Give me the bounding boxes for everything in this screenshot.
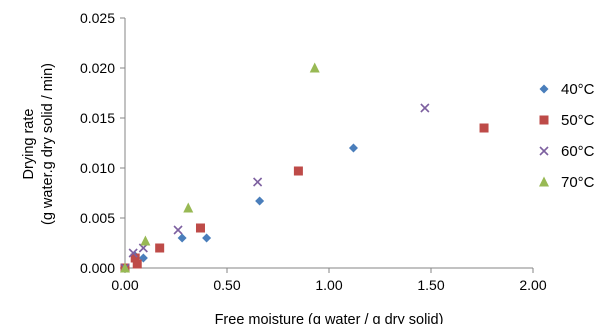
legend-x-icon [539, 146, 549, 156]
y-axis-ticks: 0.000 0.005 0.010 0.015 0.020 0.025 [80, 10, 125, 276]
legend-item: 70°C [539, 174, 595, 191]
diamond-point [255, 196, 265, 206]
diamond-point [177, 233, 187, 243]
x-tick-label: 0.00 [111, 277, 138, 293]
x-tick-label: 2.00 [519, 277, 546, 293]
triangle-point [140, 235, 151, 246]
data-points [120, 62, 489, 273]
y-tick-label: 0.025 [80, 10, 115, 26]
legend: 40°C 50°C 60°C 70°C [539, 81, 595, 191]
x-tick-label: 0.50 [213, 277, 240, 293]
legend-label: 70°C [561, 174, 595, 191]
axes [124, 18, 533, 269]
diamond-point [202, 233, 212, 243]
legend-label: 50°C [561, 112, 595, 129]
legend-square-icon [539, 115, 549, 125]
legend-item: 60°C [539, 143, 595, 160]
y-axis-title-line-1: Drying rate [21, 109, 37, 180]
square-point [155, 243, 165, 253]
triangle-point [309, 62, 320, 73]
square-point [132, 259, 142, 269]
square-point [130, 253, 140, 263]
legend-triangle-icon [539, 176, 549, 187]
x-axis-title: Free moisture (g water / g dry solid) [215, 312, 444, 324]
x-point [128, 248, 138, 258]
y-tick-label: 0.020 [80, 60, 115, 76]
legend-label: 40°C [561, 81, 595, 98]
diamond-point [348, 143, 358, 153]
x-axis-ticks: 0.00 0.50 1.00 1.50 2.00 [111, 268, 547, 293]
y-tick-label: 0.005 [80, 210, 115, 226]
y-tick-label: 0.015 [80, 110, 115, 126]
legend-diamond-icon [539, 84, 549, 94]
y-axis-title-line-2: (g water.g dry solid / min) [40, 63, 56, 225]
x-point [173, 225, 183, 235]
square-point [293, 166, 303, 176]
y-tick-label: 0.000 [80, 260, 115, 276]
y-axis-title: Drying rate (g water.g dry solid / min) [21, 63, 56, 225]
legend-label: 60°C [561, 143, 595, 160]
square-point [195, 223, 205, 233]
x-tick-label: 1.00 [315, 277, 342, 293]
x-point [420, 103, 430, 113]
y-tick-label: 0.010 [80, 160, 115, 176]
triangle-point [120, 262, 130, 273]
legend-item: 40°C [539, 81, 595, 98]
square-point [479, 123, 489, 133]
x-point [253, 177, 263, 187]
triangle-point [183, 202, 194, 213]
x-tick-label: 1.50 [417, 277, 444, 293]
legend-item: 50°C [539, 112, 595, 129]
